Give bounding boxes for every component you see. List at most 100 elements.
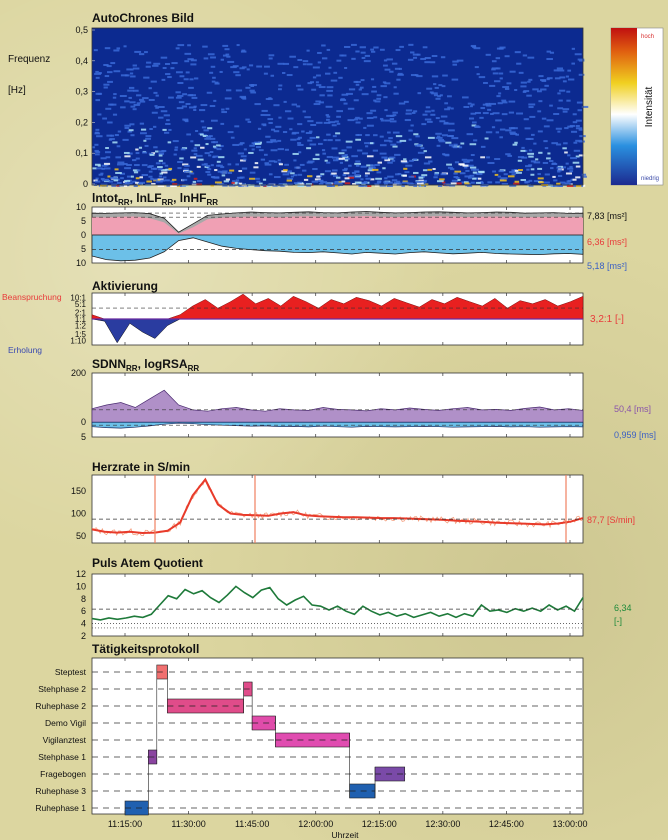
spectrogram-cell [573,149,581,152]
spectrogram-cell [204,163,208,166]
spectrogram-cell [94,153,100,156]
spectrogram-cell [546,78,550,81]
spectrogram-cell [439,120,446,123]
spectrogram-cell [258,149,264,152]
spectrogram-cell [124,100,130,103]
spectrogram-cell [575,125,580,128]
spectrogram-cell [555,127,562,130]
spectrogram-cell [220,58,225,61]
spectrogram-cell [575,119,582,122]
spectrogram-cell [446,163,452,166]
spectrogram-cell [251,148,255,151]
spectrogram-cell [410,51,415,54]
spectrogram-cell [282,173,290,176]
spectrogram-cell [332,135,337,138]
herzrate-title: Herzrate in S/min [92,460,190,474]
spectrogram-cell [428,160,433,163]
colorbar-label: Intensität [644,86,655,127]
spectrogram-cell [210,164,214,167]
spectrogram-cell [211,80,216,83]
spectrogram-cell [496,95,501,98]
spectrogram-cell [138,146,143,149]
spectrogram-cell [317,51,322,54]
spectrogram-cell [572,178,577,181]
spectrogram-cell [392,131,400,134]
spectrogram-cell [258,182,263,185]
spectrogram-cell [216,144,221,147]
spectrogram-cell [472,177,477,180]
spectrogram-cell [139,176,143,179]
spectrogram-cell [152,178,158,181]
spectrogram-cell [393,92,399,95]
spectrogram-cell [469,143,477,146]
spectrogram-cell [225,178,230,181]
colorbar [611,28,637,185]
spectrogram-cell [199,133,204,136]
spectrogram-cell [437,95,442,98]
spectrogram-cell [517,159,523,162]
spectrogram-cell [344,182,351,185]
spectrogram-cell [95,76,100,79]
spectrogram-cell [570,157,578,160]
spectrogram-cell [325,114,329,117]
spectrogram-cell [344,66,348,69]
spectrogram-cell [275,125,282,128]
spectrogram-cell [196,179,203,182]
spectrogram-cell [506,82,512,85]
spectrogram-cell [94,163,101,166]
spectrogram-cell [338,182,343,185]
spectrogram-cell [433,94,438,97]
spectrogram-cell [444,102,449,105]
spectrogram-cell [132,108,137,111]
spectrogram-cell [384,177,388,180]
spectrogram-cell [564,182,572,185]
aktivierung-ytick: 1:1 [75,315,87,324]
sdnn-title-part: SDNN [92,357,126,371]
spectrogram-cell [451,78,459,81]
spectrogram-cell [222,170,228,173]
spectrogram-cell [448,144,453,147]
spectrogram-cell [96,167,103,170]
spectrogram-cell [495,131,500,134]
spectrogram-cell [214,181,222,184]
spectrogram-cell [463,181,469,184]
spectrogram-cell [386,181,393,184]
spectrogram-cell [398,67,402,70]
spectrogram-cell [345,140,353,143]
spectrogram-cell [571,62,575,65]
spectrogram-cell [408,129,413,132]
spectrogram-cell [296,105,301,108]
spectrogram-cell [572,113,577,116]
spectrogram-cell [168,167,173,170]
aktivierung-ytick: 2:1 [75,308,87,317]
spectrogram-cell [220,166,225,169]
spectrogram-cell [397,72,403,75]
spectrogram-cell [467,102,472,105]
sdnn-ytick: 5 [81,432,86,442]
spectrogram-cell [103,162,111,165]
spectrogram-cell [569,124,575,127]
power-ytick: 5 [81,216,86,226]
spectrogram-cell [403,100,409,103]
spectrogram-cell [557,174,563,177]
spectrogram-cell [191,149,198,152]
spectrogram-cell [355,133,359,136]
spectrogram-cell [278,116,282,119]
spectrogram-cell [469,174,475,177]
spectrogram-cell [107,71,113,74]
spectrogram-cell [108,180,113,183]
spectrogram-cell [509,70,516,73]
spectrogram-cell [574,53,582,56]
spectrogram-cell [365,134,370,137]
paq-line [91,585,584,621]
spectrogram-cell [286,74,293,77]
aktivierung-beanspruchung: Beanspruchung [2,292,62,302]
spectrogram-cell [102,117,108,120]
spectrogram-cell [321,57,328,60]
spectrogram-cell [571,130,578,133]
spectrogram-cell [239,67,245,70]
spectrogram-cell [462,96,469,99]
sdnn-ytick: 200 [71,368,86,378]
spectrogram-cell [531,133,535,136]
spectrogram-cell [383,59,388,62]
